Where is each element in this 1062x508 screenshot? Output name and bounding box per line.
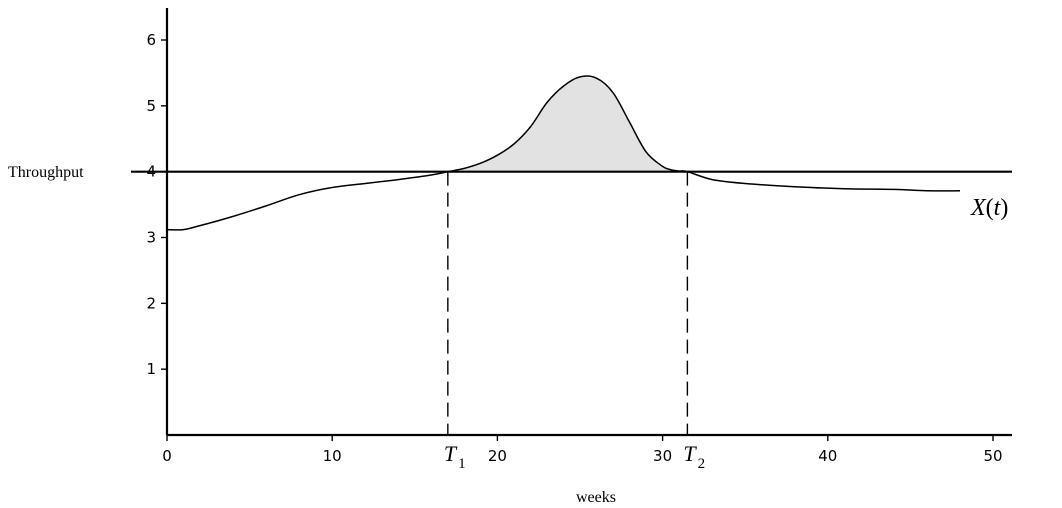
curve-label-var: t <box>994 195 1002 221</box>
marker-label-name: T <box>683 441 697 466</box>
x-axis-label: weeks <box>576 489 616 506</box>
y-tick-label: 5 <box>146 97 156 115</box>
x-tick-label: 30 <box>653 447 672 465</box>
shaded-area <box>447 76 688 172</box>
curve-label-name: X <box>970 195 987 221</box>
x-tick-label: 0 <box>162 447 172 465</box>
y-tick-label: 2 <box>146 294 156 312</box>
marker-label-name: T <box>444 441 458 466</box>
x-tick-label: 50 <box>983 447 1002 465</box>
throughput-series-line <box>166 75 961 231</box>
x-tick-label: 40 <box>818 447 837 465</box>
y-tick-label: 6 <box>146 31 156 49</box>
marker-label-sub: 1 <box>458 456 466 472</box>
marker-label-sub: 2 <box>698 456 706 472</box>
ticks-layer: 0 10 20 30 40 50 1 2 3 4 5 6 <box>146 31 1002 465</box>
y-tick-label: 3 <box>146 229 156 247</box>
y-tick-label: 4 <box>146 163 156 181</box>
y-tick-label: 1 <box>146 360 156 378</box>
curve-label: X(t) <box>970 195 1008 221</box>
x-tick-label: 20 <box>488 447 507 465</box>
shaded-area-layer <box>447 76 688 172</box>
curve-label-close: ) <box>1000 195 1008 221</box>
curve-label-open: ( <box>986 195 994 221</box>
y-axis-label: Throughput <box>8 164 84 181</box>
curve-layer <box>166 75 961 231</box>
x-tick-label: 10 <box>323 447 342 465</box>
axes-layer <box>131 8 1012 437</box>
